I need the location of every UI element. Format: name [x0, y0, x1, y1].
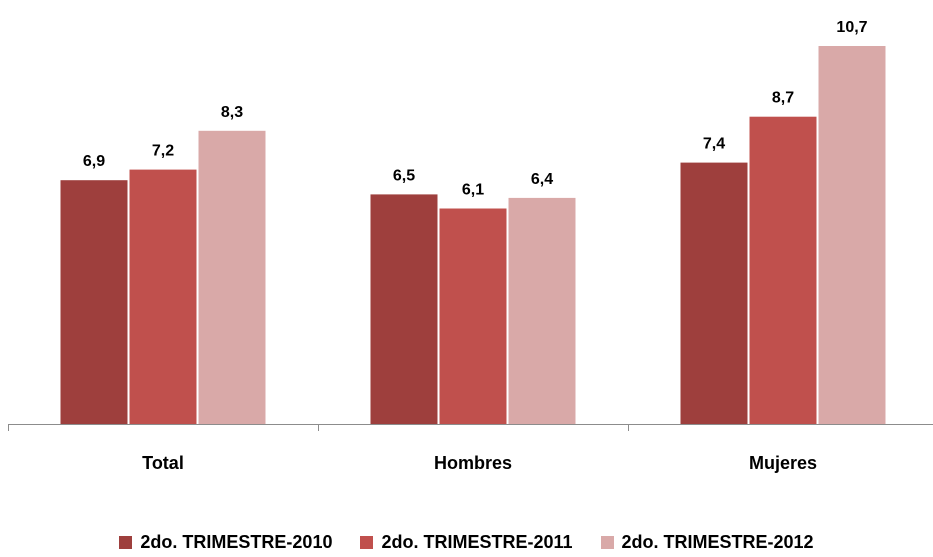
legend-item: 2do. TRIMESTRE-2011 — [360, 531, 573, 553]
bar — [370, 194, 438, 424]
bar-value-label: 8,7 — [772, 90, 794, 107]
category-labels: Total Hombres Mujeres — [142, 453, 817, 473]
legend-item: 2do. TRIMESTRE-2012 — [600, 531, 814, 553]
bar — [129, 169, 197, 424]
category-label: Mujeres — [749, 453, 817, 473]
bar — [198, 130, 266, 425]
bar-value-label: 8,3 — [221, 104, 243, 121]
legend-swatch — [600, 535, 614, 549]
bar-value-label: 6,4 — [531, 171, 553, 188]
category-label: Total — [142, 453, 184, 473]
bar — [439, 208, 507, 424]
bar-value-label: 6,9 — [83, 153, 105, 170]
legend-item: 2do. TRIMESTRE-2010 — [119, 532, 332, 553]
legend-swatch — [360, 535, 374, 549]
bars-group — [60, 46, 886, 425]
bar — [60, 180, 128, 424]
legend-label: 2do. TRIMESTRE-2010 — [140, 531, 333, 552]
category-label: Hombres — [434, 453, 512, 473]
legend-label: 2do. TRIMESTRE-2012 — [621, 531, 814, 552]
bar-value-label: 7,2 — [152, 143, 174, 160]
bar-value-label: 10,7 — [836, 19, 867, 36]
value-labels-group: 6,9 7,2 8,3 6,5 6,1 6,4 7,4 8,7 10,7 — [83, 19, 868, 199]
bar-chart: 6,9 7,2 8,3 6,5 6,1 6,4 7,4 8,7 10,7 Total Hombre… — [8, 19, 933, 473]
bar — [508, 197, 576, 424]
bar — [749, 116, 817, 424]
legend: 2do. TRIMESTRE-2010 2do. TRIMESTRE-2011 2d… — [0, 530, 933, 554]
bar — [680, 162, 748, 424]
x-axis-ticks — [8, 424, 629, 431]
bar — [818, 46, 886, 424]
legend-label: 2do. TRIMESTRE-2011 — [381, 531, 573, 552]
legend-swatch — [119, 535, 133, 549]
bar-value-label: 7,4 — [703, 136, 725, 153]
bar-value-label: 6,5 — [393, 167, 415, 184]
bar-value-label: 6,1 — [462, 182, 484, 199]
